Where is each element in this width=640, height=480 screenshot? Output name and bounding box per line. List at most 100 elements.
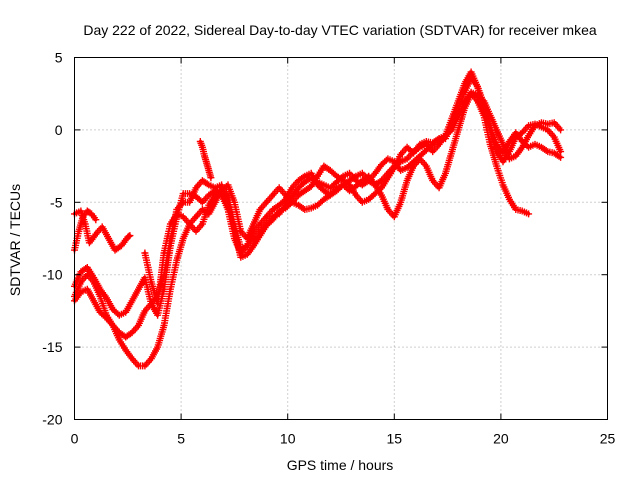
data-point <box>527 212 531 216</box>
data-point <box>367 197 371 202</box>
data-point <box>136 364 141 368</box>
data-point <box>328 186 332 190</box>
data-point <box>207 168 211 173</box>
data-point <box>207 183 211 187</box>
data-point <box>245 244 249 248</box>
data-point <box>360 178 364 183</box>
data-point <box>354 184 358 188</box>
data-point <box>552 135 556 139</box>
data-point <box>322 189 326 193</box>
data-point <box>379 163 384 167</box>
data-point <box>188 222 192 226</box>
data-point <box>104 296 109 300</box>
data-point <box>226 200 230 204</box>
data-point <box>322 183 326 187</box>
data-point <box>443 134 448 138</box>
data-point <box>341 178 345 183</box>
x-tick-label: 0 <box>71 431 79 447</box>
data-point <box>341 174 345 178</box>
data-point <box>373 192 377 196</box>
data-point <box>296 186 300 190</box>
data-point <box>175 207 179 212</box>
data-point <box>194 229 198 233</box>
data-point <box>507 197 512 202</box>
data-series <box>71 68 565 370</box>
data-point <box>539 121 544 125</box>
data-point <box>303 180 307 184</box>
data-point <box>469 90 473 94</box>
data-point <box>245 252 249 257</box>
data-point <box>347 178 352 183</box>
data-point <box>251 244 256 248</box>
data-point <box>188 200 192 204</box>
data-point <box>85 273 89 277</box>
data-point <box>399 200 403 204</box>
data-point <box>379 186 384 190</box>
data-point <box>315 203 320 207</box>
data-point <box>450 150 454 154</box>
data-point <box>111 307 115 312</box>
data-point <box>232 200 236 204</box>
data-point <box>495 150 499 154</box>
data-point <box>367 178 371 183</box>
data-point <box>209 176 213 180</box>
data-point <box>405 145 409 149</box>
data-point <box>194 215 198 219</box>
data-point <box>399 168 403 173</box>
data-point <box>456 128 460 132</box>
data-point <box>119 244 124 248</box>
data-point <box>220 189 224 193</box>
data-point <box>79 209 83 213</box>
data-point <box>354 178 358 183</box>
data-point <box>290 194 294 199</box>
data-point <box>520 145 524 149</box>
data-point <box>373 171 377 175</box>
data-point <box>520 209 524 213</box>
data-point <box>181 236 185 241</box>
data-point <box>558 150 563 154</box>
data-point <box>386 157 390 161</box>
data-point <box>501 160 505 164</box>
data-point <box>239 255 243 259</box>
data-point <box>558 155 563 160</box>
data-point <box>213 193 217 197</box>
data-point <box>296 178 300 183</box>
data-point <box>181 200 185 204</box>
data-point <box>539 125 544 129</box>
data-point <box>92 280 96 284</box>
data-point <box>533 142 537 146</box>
data-point <box>488 128 492 132</box>
data-point <box>527 123 531 128</box>
data-point <box>392 164 396 168</box>
data-point <box>399 160 403 164</box>
data-point <box>411 150 416 154</box>
x-tick-label: 15 <box>387 431 403 447</box>
data-point <box>136 323 141 327</box>
data-point <box>181 215 185 219</box>
data-point <box>405 157 409 161</box>
data-point <box>315 174 320 178</box>
series-6 <box>196 138 215 182</box>
data-point <box>258 222 262 226</box>
data-point <box>198 139 202 144</box>
data-point <box>482 106 486 110</box>
data-point <box>418 145 422 149</box>
data-point <box>98 310 102 314</box>
data-point <box>200 222 205 226</box>
data-point <box>290 200 294 204</box>
data-point <box>405 165 409 170</box>
data-point <box>98 294 102 299</box>
data-point <box>431 141 435 145</box>
data-point <box>104 316 109 320</box>
data-point <box>149 357 153 361</box>
data-point <box>424 164 428 168</box>
series-5 <box>141 68 565 308</box>
data-point <box>463 81 467 86</box>
data-point <box>258 207 262 212</box>
data-point <box>181 192 185 196</box>
data-point <box>264 223 268 228</box>
data-point <box>143 251 147 255</box>
y-tick-label: -15 <box>42 339 62 355</box>
data-point <box>386 171 390 175</box>
